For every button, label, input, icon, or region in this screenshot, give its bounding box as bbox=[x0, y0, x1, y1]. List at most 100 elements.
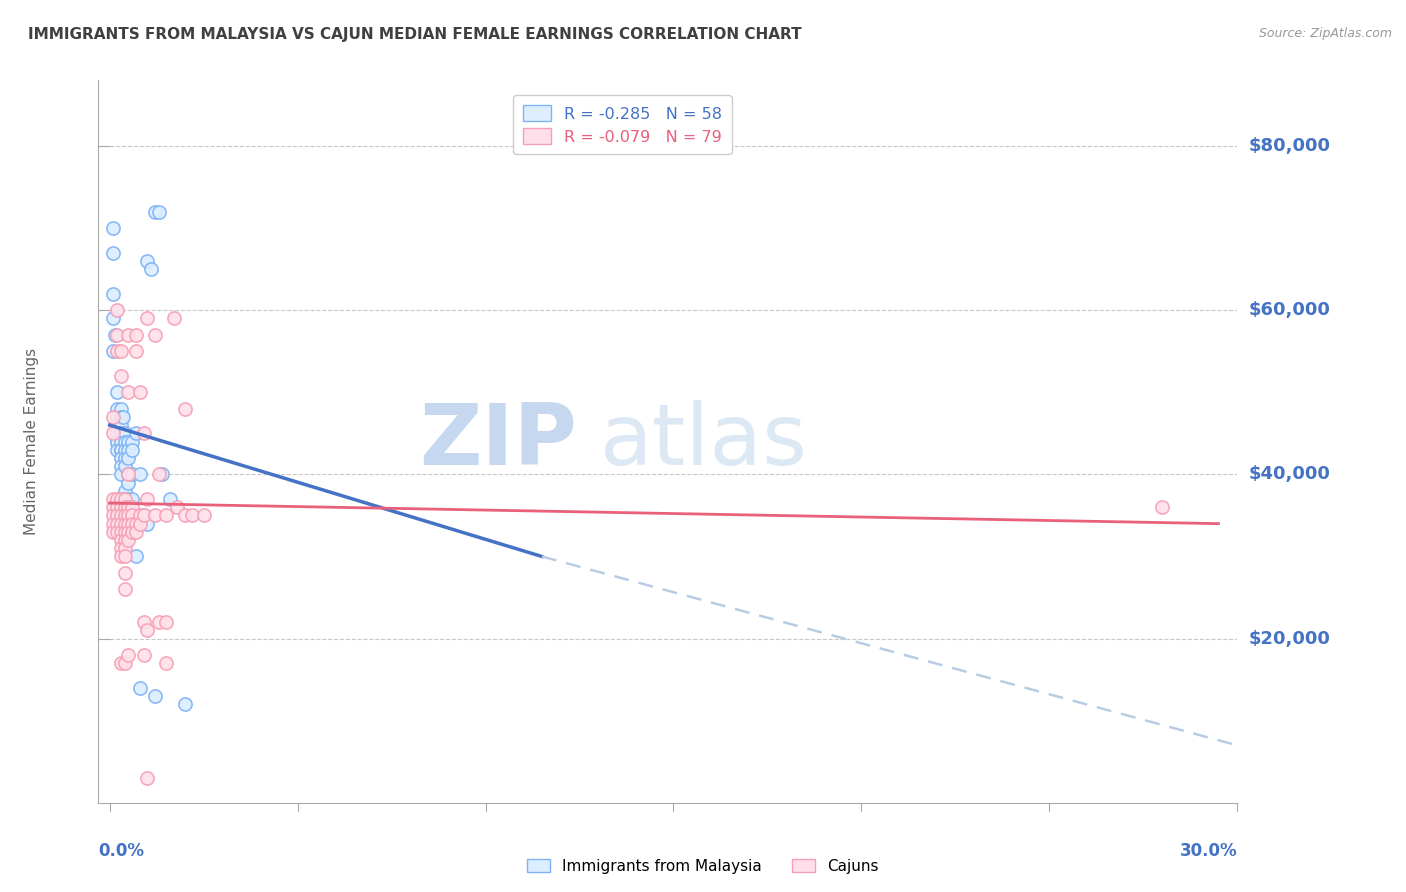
Point bbox=[110, 418, 132, 433]
Point bbox=[128, 467, 150, 482]
Legend: Immigrants from Malaysia, Cajuns: Immigrants from Malaysia, Cajuns bbox=[520, 853, 886, 880]
Point bbox=[125, 524, 148, 539]
Point bbox=[114, 442, 136, 457]
Point bbox=[105, 418, 128, 433]
Point bbox=[110, 516, 132, 531]
Text: Source: ZipAtlas.com: Source: ZipAtlas.com bbox=[1258, 27, 1392, 40]
Point bbox=[117, 533, 139, 547]
Point bbox=[105, 491, 128, 506]
Point bbox=[128, 681, 150, 695]
Point bbox=[103, 286, 125, 301]
Point bbox=[103, 508, 125, 523]
Point bbox=[110, 409, 132, 424]
Point bbox=[105, 524, 128, 539]
Point bbox=[128, 516, 150, 531]
Point bbox=[162, 311, 184, 326]
Point bbox=[104, 327, 127, 342]
Point bbox=[139, 262, 162, 277]
Text: $20,000: $20,000 bbox=[1249, 630, 1330, 648]
Point bbox=[132, 426, 155, 441]
Point bbox=[103, 491, 125, 506]
Point bbox=[117, 434, 139, 449]
Text: atlas: atlas bbox=[599, 400, 807, 483]
Point bbox=[110, 467, 132, 482]
Point bbox=[105, 385, 128, 400]
Point bbox=[155, 508, 177, 523]
Point bbox=[155, 615, 177, 630]
Point bbox=[128, 385, 150, 400]
Point bbox=[114, 541, 136, 556]
Text: 0.0%: 0.0% bbox=[98, 842, 145, 860]
Point bbox=[150, 467, 173, 482]
Point bbox=[136, 491, 159, 506]
Point bbox=[105, 500, 128, 515]
Point bbox=[103, 500, 125, 515]
Point bbox=[136, 771, 159, 785]
Point bbox=[110, 442, 132, 457]
Point bbox=[103, 221, 125, 235]
Point bbox=[117, 442, 139, 457]
Point bbox=[125, 327, 148, 342]
Point bbox=[110, 434, 132, 449]
Point bbox=[105, 516, 128, 531]
Point bbox=[114, 459, 136, 474]
Point bbox=[103, 409, 125, 424]
Point bbox=[114, 426, 136, 441]
Point bbox=[110, 450, 132, 465]
Text: $60,000: $60,000 bbox=[1249, 301, 1330, 319]
Point bbox=[110, 508, 132, 523]
Point bbox=[114, 516, 136, 531]
Point bbox=[110, 401, 132, 416]
Text: ZIP: ZIP bbox=[419, 400, 576, 483]
Point bbox=[173, 508, 195, 523]
Point bbox=[132, 508, 155, 523]
Point bbox=[110, 344, 132, 359]
Point bbox=[173, 698, 195, 712]
Point bbox=[110, 549, 132, 564]
Point bbox=[114, 491, 136, 506]
Point bbox=[110, 368, 132, 383]
Point bbox=[105, 508, 128, 523]
Point bbox=[110, 541, 132, 556]
Point bbox=[114, 500, 136, 515]
Point bbox=[114, 549, 136, 564]
Point bbox=[117, 327, 139, 342]
Point bbox=[193, 508, 215, 523]
Point bbox=[105, 327, 128, 342]
Point bbox=[136, 624, 159, 638]
Point bbox=[111, 409, 134, 424]
Point bbox=[105, 409, 128, 424]
Point bbox=[105, 344, 128, 359]
Point bbox=[121, 434, 143, 449]
Point bbox=[110, 491, 132, 506]
Point bbox=[103, 311, 125, 326]
Text: IMMIGRANTS FROM MALAYSIA VS CAJUN MEDIAN FEMALE EARNINGS CORRELATION CHART: IMMIGRANTS FROM MALAYSIA VS CAJUN MEDIAN… bbox=[28, 27, 801, 42]
Point bbox=[117, 508, 139, 523]
Point bbox=[173, 401, 195, 416]
Point bbox=[110, 426, 132, 441]
Legend: R = -0.285   N = 58, R = -0.079   N = 79: R = -0.285 N = 58, R = -0.079 N = 79 bbox=[513, 95, 731, 154]
Point bbox=[121, 516, 143, 531]
Text: $40,000: $40,000 bbox=[1249, 466, 1330, 483]
Point bbox=[117, 475, 139, 490]
Point bbox=[114, 657, 136, 671]
Point bbox=[117, 467, 139, 482]
Point bbox=[103, 426, 125, 441]
Point bbox=[143, 508, 166, 523]
Point bbox=[117, 467, 139, 482]
Point bbox=[143, 327, 166, 342]
Point bbox=[117, 500, 139, 515]
Point bbox=[155, 657, 177, 671]
Point bbox=[105, 442, 128, 457]
Text: Median Female Earnings: Median Female Earnings bbox=[24, 348, 39, 535]
Point bbox=[121, 442, 143, 457]
Point bbox=[117, 385, 139, 400]
Point bbox=[143, 689, 166, 703]
Point bbox=[114, 508, 136, 523]
Point bbox=[136, 516, 159, 531]
Text: 30.0%: 30.0% bbox=[1180, 842, 1237, 860]
Point bbox=[105, 303, 128, 318]
Point bbox=[110, 657, 132, 671]
Point bbox=[110, 459, 132, 474]
Point bbox=[125, 549, 148, 564]
